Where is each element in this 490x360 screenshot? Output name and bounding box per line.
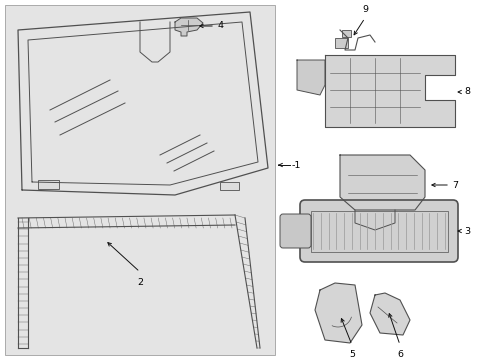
Text: 7: 7 [452,180,458,189]
Polygon shape [325,55,455,127]
Polygon shape [175,18,203,36]
FancyBboxPatch shape [38,180,58,189]
FancyBboxPatch shape [280,214,311,248]
FancyBboxPatch shape [342,30,350,36]
Text: 5: 5 [349,350,355,359]
Text: 3: 3 [464,226,470,235]
Polygon shape [370,293,410,335]
Text: 4: 4 [217,22,223,31]
FancyBboxPatch shape [300,200,458,262]
Polygon shape [355,210,395,230]
Polygon shape [297,60,325,95]
Text: 2: 2 [137,278,143,287]
Text: 9: 9 [362,5,368,14]
Polygon shape [315,283,362,343]
FancyBboxPatch shape [5,5,275,355]
Text: 8: 8 [464,87,470,96]
FancyBboxPatch shape [335,37,347,48]
FancyBboxPatch shape [220,181,239,189]
Text: -1: -1 [292,161,301,170]
Text: 6: 6 [397,350,403,359]
Polygon shape [340,155,425,210]
